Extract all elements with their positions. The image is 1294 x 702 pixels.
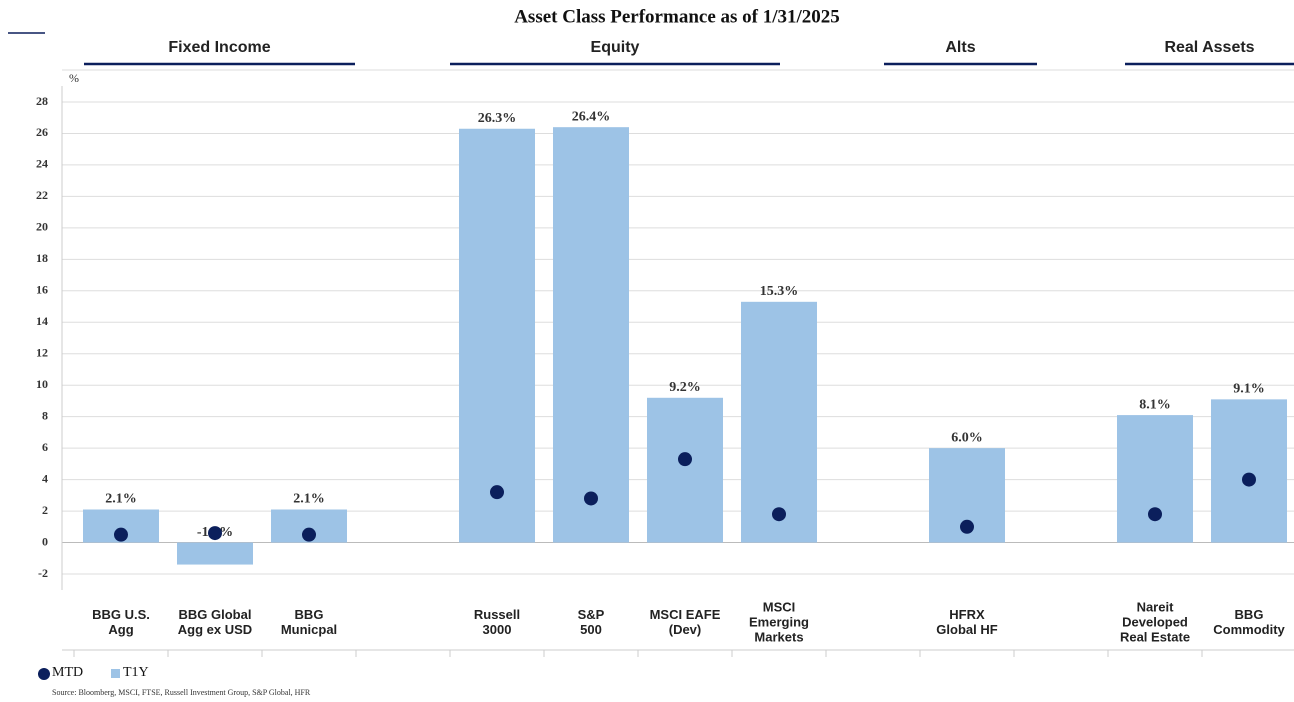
- dot: [772, 507, 786, 522]
- legend-marker: [38, 668, 50, 680]
- y-tick-label: 14: [36, 314, 48, 328]
- legend-marker: [111, 669, 120, 678]
- group-label: Fixed Income: [168, 39, 270, 56]
- y-tick-label: 26: [36, 125, 48, 139]
- bar: [553, 127, 629, 543]
- group-label: Equity: [591, 39, 640, 56]
- bar: [741, 301, 817, 543]
- group-label: Alts: [945, 39, 975, 56]
- legend-label: T1Y: [123, 665, 149, 680]
- x-tick-label: MSCI Emerging Markets: [749, 599, 809, 645]
- data-label: 2.1%: [105, 492, 137, 507]
- bar: [177, 542, 253, 565]
- y-axis-label: %: [69, 71, 79, 85]
- y-tick-label: 18: [36, 251, 48, 265]
- data-label: 2.1%: [293, 492, 325, 507]
- y-tick-label: 24: [36, 157, 48, 171]
- y-tick-label: 4: [42, 471, 48, 485]
- x-tick-label: BBG U.S. Agg: [92, 607, 150, 637]
- data-label: 8.1%: [1139, 397, 1171, 412]
- x-tick-label: MSCI EAFE (Dev): [649, 607, 721, 637]
- x-tick-label: BBG Commodity: [1213, 607, 1285, 637]
- x-tick-label: HFRX Global HF: [936, 607, 998, 637]
- y-tick-label: -2: [38, 566, 48, 580]
- data-label: 26.3%: [478, 111, 517, 126]
- dot: [302, 527, 316, 542]
- data-label: 15.3%: [760, 284, 799, 299]
- y-tick-label: 2: [42, 503, 48, 517]
- y-tick-label: 10: [36, 377, 48, 391]
- x-tick-label: Nareit Developed Real Estate: [1119, 599, 1191, 645]
- dot: [678, 452, 692, 467]
- dot: [1242, 472, 1256, 487]
- x-tick-label: BBG Global Agg ex USD: [177, 607, 253, 637]
- data-label: 9.2%: [669, 380, 701, 395]
- legend-label: MTD: [52, 665, 83, 680]
- group-label: Real Assets: [1164, 39, 1254, 56]
- data-label: 9.1%: [1233, 382, 1265, 397]
- y-tick-label: 20: [36, 220, 48, 234]
- dot: [584, 491, 598, 506]
- bar: [647, 397, 723, 543]
- dot: [490, 485, 504, 500]
- dot: [960, 519, 974, 534]
- y-tick-label: 16: [36, 283, 48, 297]
- bar: [459, 128, 535, 543]
- chart-title: Asset Class Performance as of 1/31/2025: [514, 6, 840, 27]
- y-tick-label: 22: [36, 188, 48, 202]
- x-tick-label: Russell 3000: [473, 607, 521, 637]
- dot: [114, 527, 128, 542]
- bar: [1117, 415, 1193, 543]
- dot: [208, 526, 222, 541]
- y-tick-label: 6: [42, 440, 48, 454]
- x-tick-label: BBG Municpal: [280, 607, 338, 637]
- y-tick-label: 12: [36, 345, 48, 359]
- dot: [1148, 507, 1162, 522]
- y-tick-label: 8: [42, 408, 48, 422]
- x-tick-label: S&P 500: [577, 607, 605, 637]
- bar: [1211, 399, 1287, 543]
- data-label: 6.0%: [951, 430, 983, 445]
- source-note: Source: Bloomberg, MSCI, FTSE, Russell I…: [52, 688, 311, 697]
- y-tick-label: 0: [42, 534, 48, 548]
- y-tick-label: 28: [36, 94, 48, 108]
- data-label: 26.4%: [572, 109, 611, 124]
